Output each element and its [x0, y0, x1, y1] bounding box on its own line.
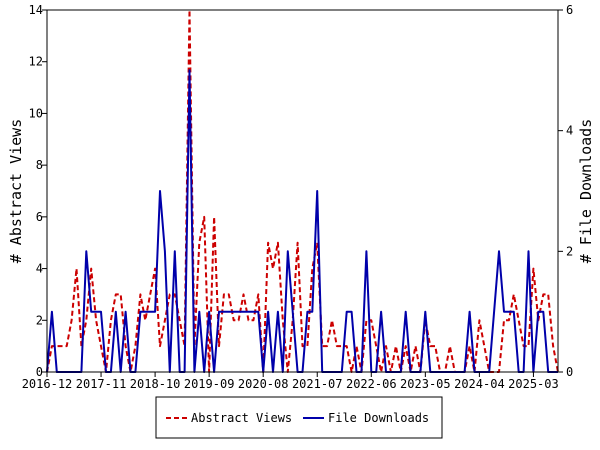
x-tick-label: 2022-06: [346, 377, 397, 391]
y-left-tick-label: 14: [29, 3, 43, 17]
y-left-tick-label: 8: [36, 158, 43, 172]
y-left-tick-label: 6: [36, 210, 43, 224]
legend-box: [155, 396, 443, 439]
y-left-tick-label: 10: [29, 106, 43, 120]
ticks-layer: 0 2 4 6 8 10 12 14 0 2 4 6 2016-12 2017-11 2018-10 2019…: [22, 3, 574, 391]
y-axis-title-right: # File Downloads: [577, 119, 595, 264]
x-tick-label: 2025-03: [508, 377, 559, 391]
x-tick-label: 2017-11: [76, 377, 127, 391]
series-line-abstract-views: [46, 9, 559, 373]
legend-label-file-downloads: File Downloads: [328, 411, 429, 425]
series-layer: [46, 9, 559, 373]
y-right-tick-label: 2: [566, 244, 573, 258]
y-left-tick-label: 4: [36, 262, 43, 276]
x-tick-label: 2016-12: [22, 377, 73, 391]
x-tick-label: 2023-05: [400, 377, 451, 391]
x-tick-label: 2019-09: [184, 377, 235, 391]
x-tick-label: 2021-07: [292, 377, 343, 391]
y-right-tick-label: 6: [566, 3, 573, 17]
y-right-tick-label: 4: [566, 124, 573, 138]
y-left-tick-label: 2: [36, 313, 43, 327]
y-left-tick-label: 12: [29, 55, 43, 69]
x-tick-label: 2018-10: [130, 377, 181, 391]
legend: Abstract Views File Downloads: [155, 396, 443, 439]
x-tick-label: 2020-08: [238, 377, 289, 391]
y-left-tick-label: 0: [36, 365, 43, 379]
x-tick-label: 2024-04: [454, 377, 505, 391]
legend-label-abstract-views: Abstract Views: [191, 411, 292, 425]
plot-frame: [46, 9, 559, 373]
y-right-tick-label: 0: [566, 365, 573, 379]
y-axis-title-left: # Abstract Views: [7, 119, 25, 264]
